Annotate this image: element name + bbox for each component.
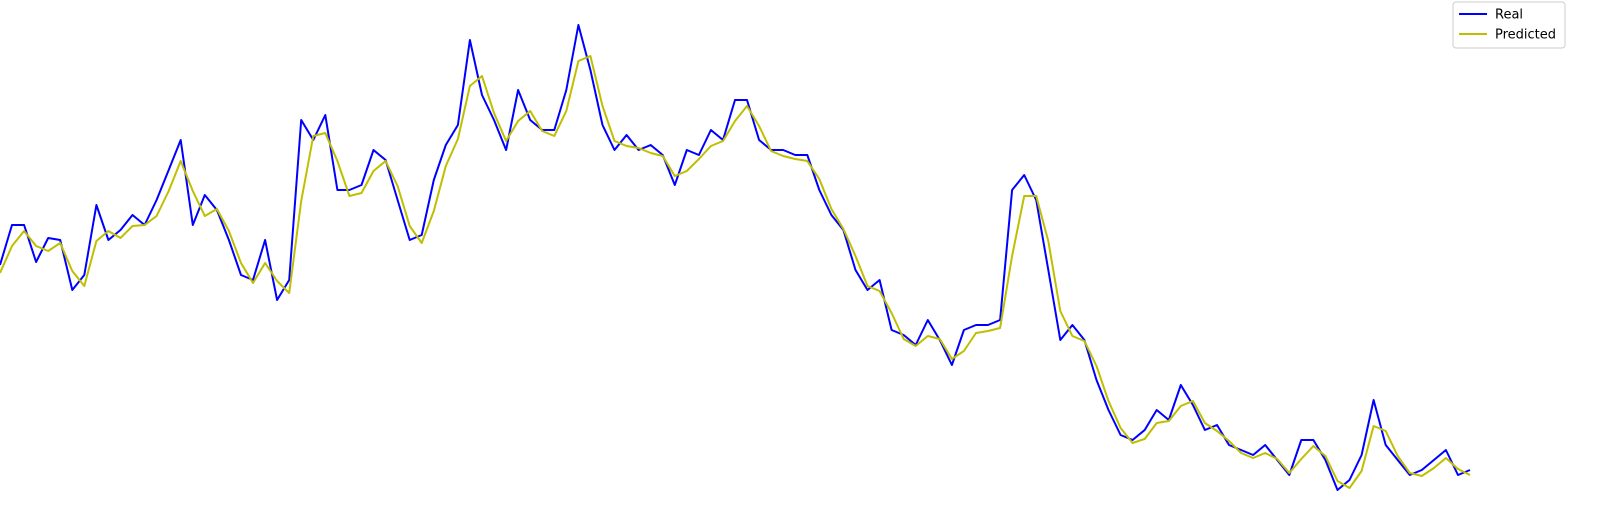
data-line [0, 55, 1471, 489]
data-line [0, 24, 1471, 491]
legend: Real Predicted [1452, 1, 1566, 49]
legend-label: Real [1495, 8, 1523, 23]
legend-label: Predicted [1495, 28, 1556, 43]
